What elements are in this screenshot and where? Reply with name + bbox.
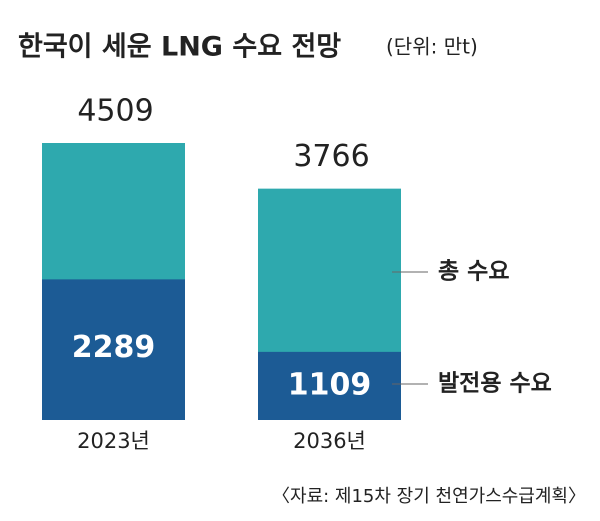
bar: [42, 279, 185, 420]
legend-label: 발전용 수요: [438, 371, 552, 397]
bar: [258, 351, 401, 420]
value-label: 4509: [77, 94, 153, 129]
chart-title: 한국이 세운 LNG 수요 전망: [18, 32, 341, 63]
source-note: 〈자료: 제15차 장기 천연가스수급계획〉: [272, 486, 586, 507]
chart-subtitle: (단위: 만t): [386, 35, 478, 59]
x-tick-label: 2036년: [293, 429, 366, 453]
legend-label: 총 수요: [438, 259, 510, 285]
value-label: 3766: [293, 139, 369, 174]
value-label: 1109: [288, 367, 372, 402]
x-tick-label: 2023년: [77, 429, 150, 453]
value-label: 2289: [72, 330, 156, 365]
